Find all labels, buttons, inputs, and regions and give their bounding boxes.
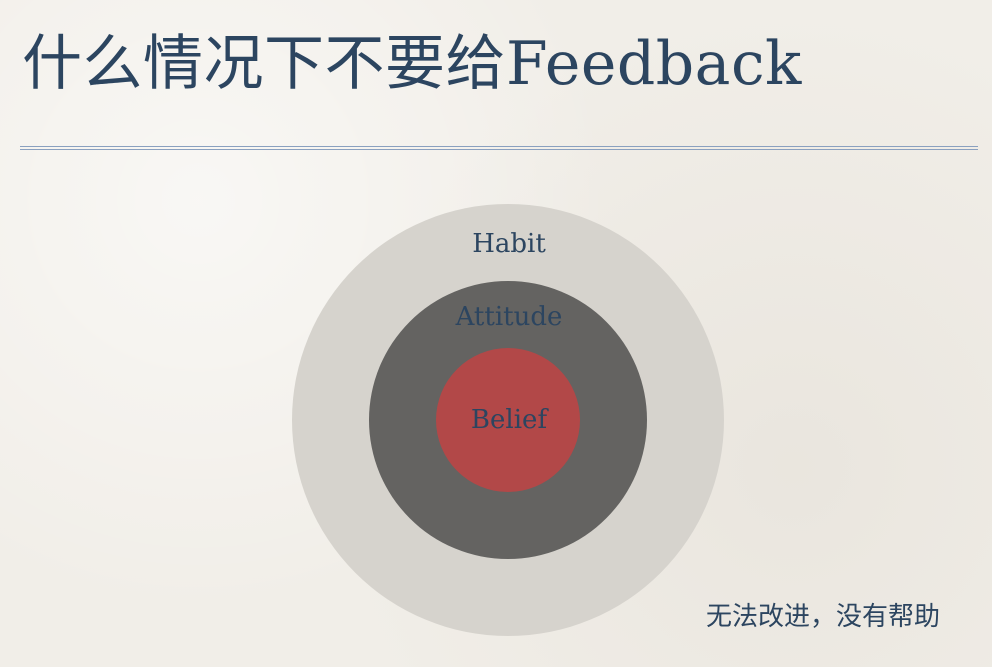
slide-title: 什么情况下不要给Feedback bbox=[22, 29, 802, 99]
title-divider bbox=[20, 146, 978, 150]
habit-label: Habit bbox=[472, 229, 546, 259]
attitude-label: Attitude bbox=[455, 302, 563, 332]
slide-caption: 无法改进，没有帮助 bbox=[705, 602, 940, 632]
belief-label: Belief bbox=[470, 405, 548, 435]
belief-circle bbox=[436, 348, 580, 492]
